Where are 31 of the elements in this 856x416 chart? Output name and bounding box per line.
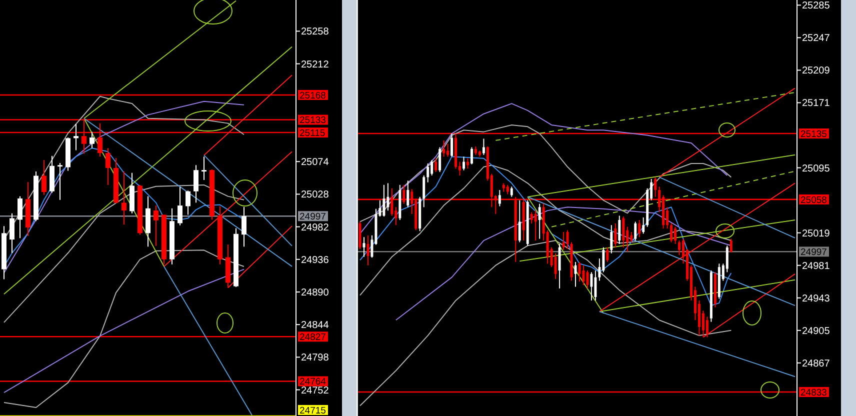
- ref-line-label: 24764: [300, 376, 326, 388]
- y-tick-label: 25212: [301, 59, 330, 70]
- ref-line-label: 25133: [300, 115, 326, 126]
- ref-line-label: 24997: [300, 211, 326, 222]
- y-tick-label: 25074: [301, 157, 330, 168]
- y-tick-label: 24936: [301, 254, 330, 266]
- ref-line-label: 25115: [300, 128, 326, 139]
- y-tick-label: 24798: [301, 352, 330, 364]
- y-tick-label: 25028: [301, 190, 330, 201]
- y-tick-label: 25209: [802, 66, 830, 77]
- y-tick-label: 24844: [301, 320, 330, 332]
- y-tick-label: 24905: [802, 326, 830, 337]
- ref-line-label: 24833: [800, 387, 827, 398]
- y-tick-label: 25095: [802, 163, 830, 174]
- y-tick-label: 25247: [802, 33, 830, 44]
- ref-line-label: 25135: [800, 128, 827, 140]
- y-tick-label: 25258: [301, 26, 330, 38]
- ref-line-label: 25168: [300, 90, 326, 102]
- ref-line-label: 24715: [300, 405, 326, 416]
- ref-line-label: 24997: [800, 246, 827, 258]
- y-tick-label: 24982: [301, 222, 330, 234]
- y-tick-label: 24943: [802, 293, 830, 304]
- y-tick-label: 24981: [802, 260, 830, 272]
- ref-line-label: 25058: [800, 194, 827, 206]
- y-tick-label: 24890: [301, 287, 330, 298]
- y-tick-label: 24752: [301, 385, 330, 396]
- y-tick-label: 25171: [802, 98, 830, 110]
- y-tick-label: 25019: [802, 228, 830, 240]
- y-tick-label: 24867: [802, 358, 830, 370]
- y-tick-label: 25285: [802, 0, 830, 12]
- ref-line-label: 24827: [300, 332, 326, 343]
